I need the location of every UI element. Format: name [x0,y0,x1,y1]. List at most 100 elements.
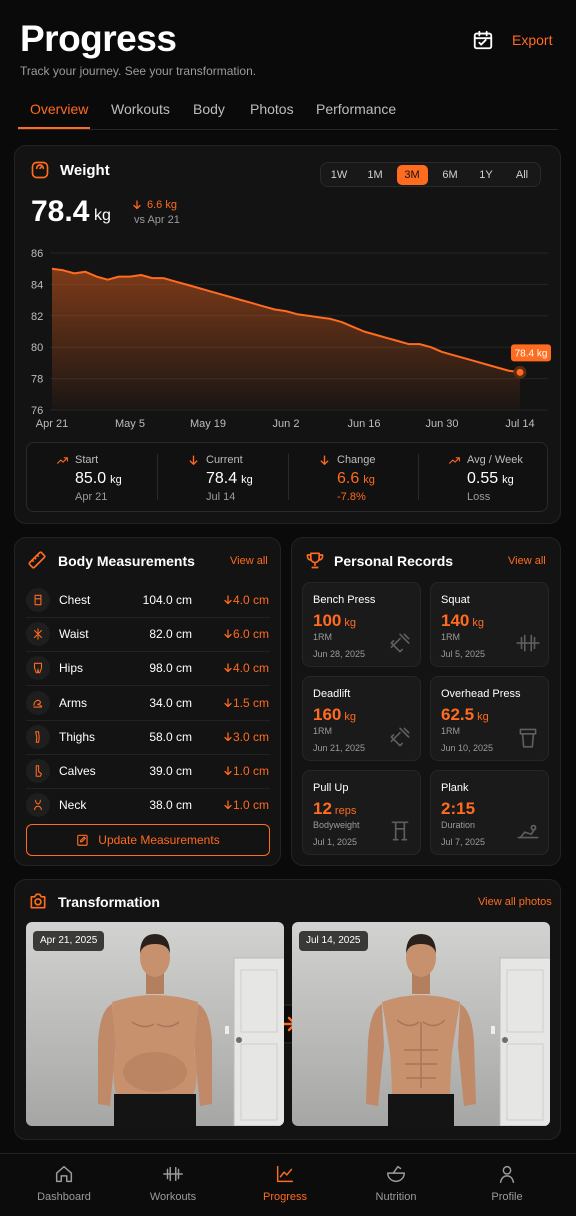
down-arrow [133,200,141,210]
record-tile: Pull Up 12 reps Bodyweight Jul 1, 2025 [302,770,421,855]
record-unit: kg [477,711,489,723]
icon-part [140,939,170,977]
measure-change: 1.0 cm [232,764,269,778]
photo-date: Jul 14, 2025 [299,931,368,951]
x-tick-label: Apr 21 [36,418,68,430]
records-view-all[interactable]: View all [508,555,546,567]
record-type: Bodyweight [313,820,360,830]
records-title: Personal Records [334,553,454,569]
tab[interactable]: Performance [316,101,397,117]
measure-change: 6.0 cm [232,627,269,642]
icon-part [412,972,430,994]
icon-part [33,799,43,811]
icon-part [133,200,141,210]
record-type: 1RM [313,726,333,736]
measure-icon [34,594,42,606]
export-button[interactable]: Export [512,32,553,48]
stat-unit: kg [241,474,253,486]
ruler-icon [28,551,46,569]
weight-title: Weight [60,162,110,179]
icon-part [390,633,410,653]
body-card [14,537,281,866]
range-option[interactable]: 1W [330,169,348,181]
calendar-icon[interactable] [472,29,494,51]
down-arrow [224,800,232,810]
tabs-divider [18,129,558,130]
bottom-nav [0,1153,576,1216]
tab[interactable]: Overview [30,101,89,117]
icon-part [506,969,544,1033]
stat-label: Start [75,454,99,466]
measure-name: Waist [59,627,89,642]
measure-name: Calves [59,764,96,778]
icon-part [35,164,45,170]
range-option[interactable]: 6M [442,169,458,181]
measure-name: Chest [59,593,91,607]
down-arrow [224,663,232,673]
icon-part [30,893,46,909]
icon-part [80,836,87,843]
body-title: Body Measurements [58,553,195,569]
record-name: Deadlift [313,688,351,700]
icon-part [240,969,278,1033]
y-tick-label: 80 [31,342,43,354]
x-tick-label: Jul 14 [505,418,534,430]
icon-part [473,32,493,50]
measure-change: 4.0 cm [232,593,269,607]
range-option[interactable]: 3M [404,169,420,181]
measure-change: 1.5 cm [232,695,269,710]
icon-part [406,934,436,954]
icon-part [224,629,232,639]
photos-view-all[interactable]: View all photos [478,896,552,908]
record-type: 1RM [441,632,461,642]
photo-image[interactable] [292,922,550,1126]
body-view-all[interactable]: View all [230,555,268,567]
nav-label[interactable]: Nutrition [375,1191,417,1203]
measure-icon [33,699,43,708]
range-option[interactable]: 1M [367,169,383,181]
icon-part [34,898,42,906]
weight-line [51,267,521,374]
update-label: Update Measurements [98,833,220,847]
icon-part [224,732,232,741]
icon-part [57,457,68,464]
photo-image[interactable] [26,922,284,1126]
nav-label[interactable]: Dashboard [37,1191,91,1203]
measure-name: Thighs [59,729,96,744]
progress-photo: Apr 21, 2025 [26,922,284,1126]
icon-part [499,1165,515,1183]
x-tick-label: Jun 2 [273,418,300,430]
stat-value-row: 85.0 kg [75,471,122,487]
row-separator [26,719,270,721]
range-option[interactable]: All [515,169,529,181]
measure-name: Arms [59,695,87,710]
tab[interactable]: Body [193,101,225,117]
range-option[interactable]: 1Y [479,169,493,181]
nav-label[interactable]: Workouts [149,1191,197,1203]
icon-part [306,552,324,569]
nav-label[interactable]: Profile [491,1191,523,1203]
icon-part [33,699,43,708]
record-date: Jun 21, 2025 [313,743,366,753]
record-icon [519,728,537,748]
measure-change: 3.0 cm [232,729,269,744]
nav-icon [55,1165,73,1183]
row-separator [26,651,270,653]
stats-divider [157,454,158,500]
icon-part [320,455,329,465]
record-value: 140 [441,611,470,630]
nav-label[interactable]: Progress [262,1191,308,1203]
nav-icon [163,1166,183,1182]
tab[interactable]: Photos [250,101,294,117]
icon-part [123,1052,187,1092]
measure-icon-bg [26,656,50,681]
page-subtitle: Track your journey. See your transformat… [20,64,257,78]
icon-part [224,766,232,776]
update-button[interactable]: Update Measurements [26,824,270,856]
stat-unit: kg [363,474,375,486]
stats-divider [288,454,289,500]
tab[interactable]: Workouts [111,101,170,117]
record-value: 2:15 [441,799,476,818]
measure-name: Hips [59,661,84,676]
